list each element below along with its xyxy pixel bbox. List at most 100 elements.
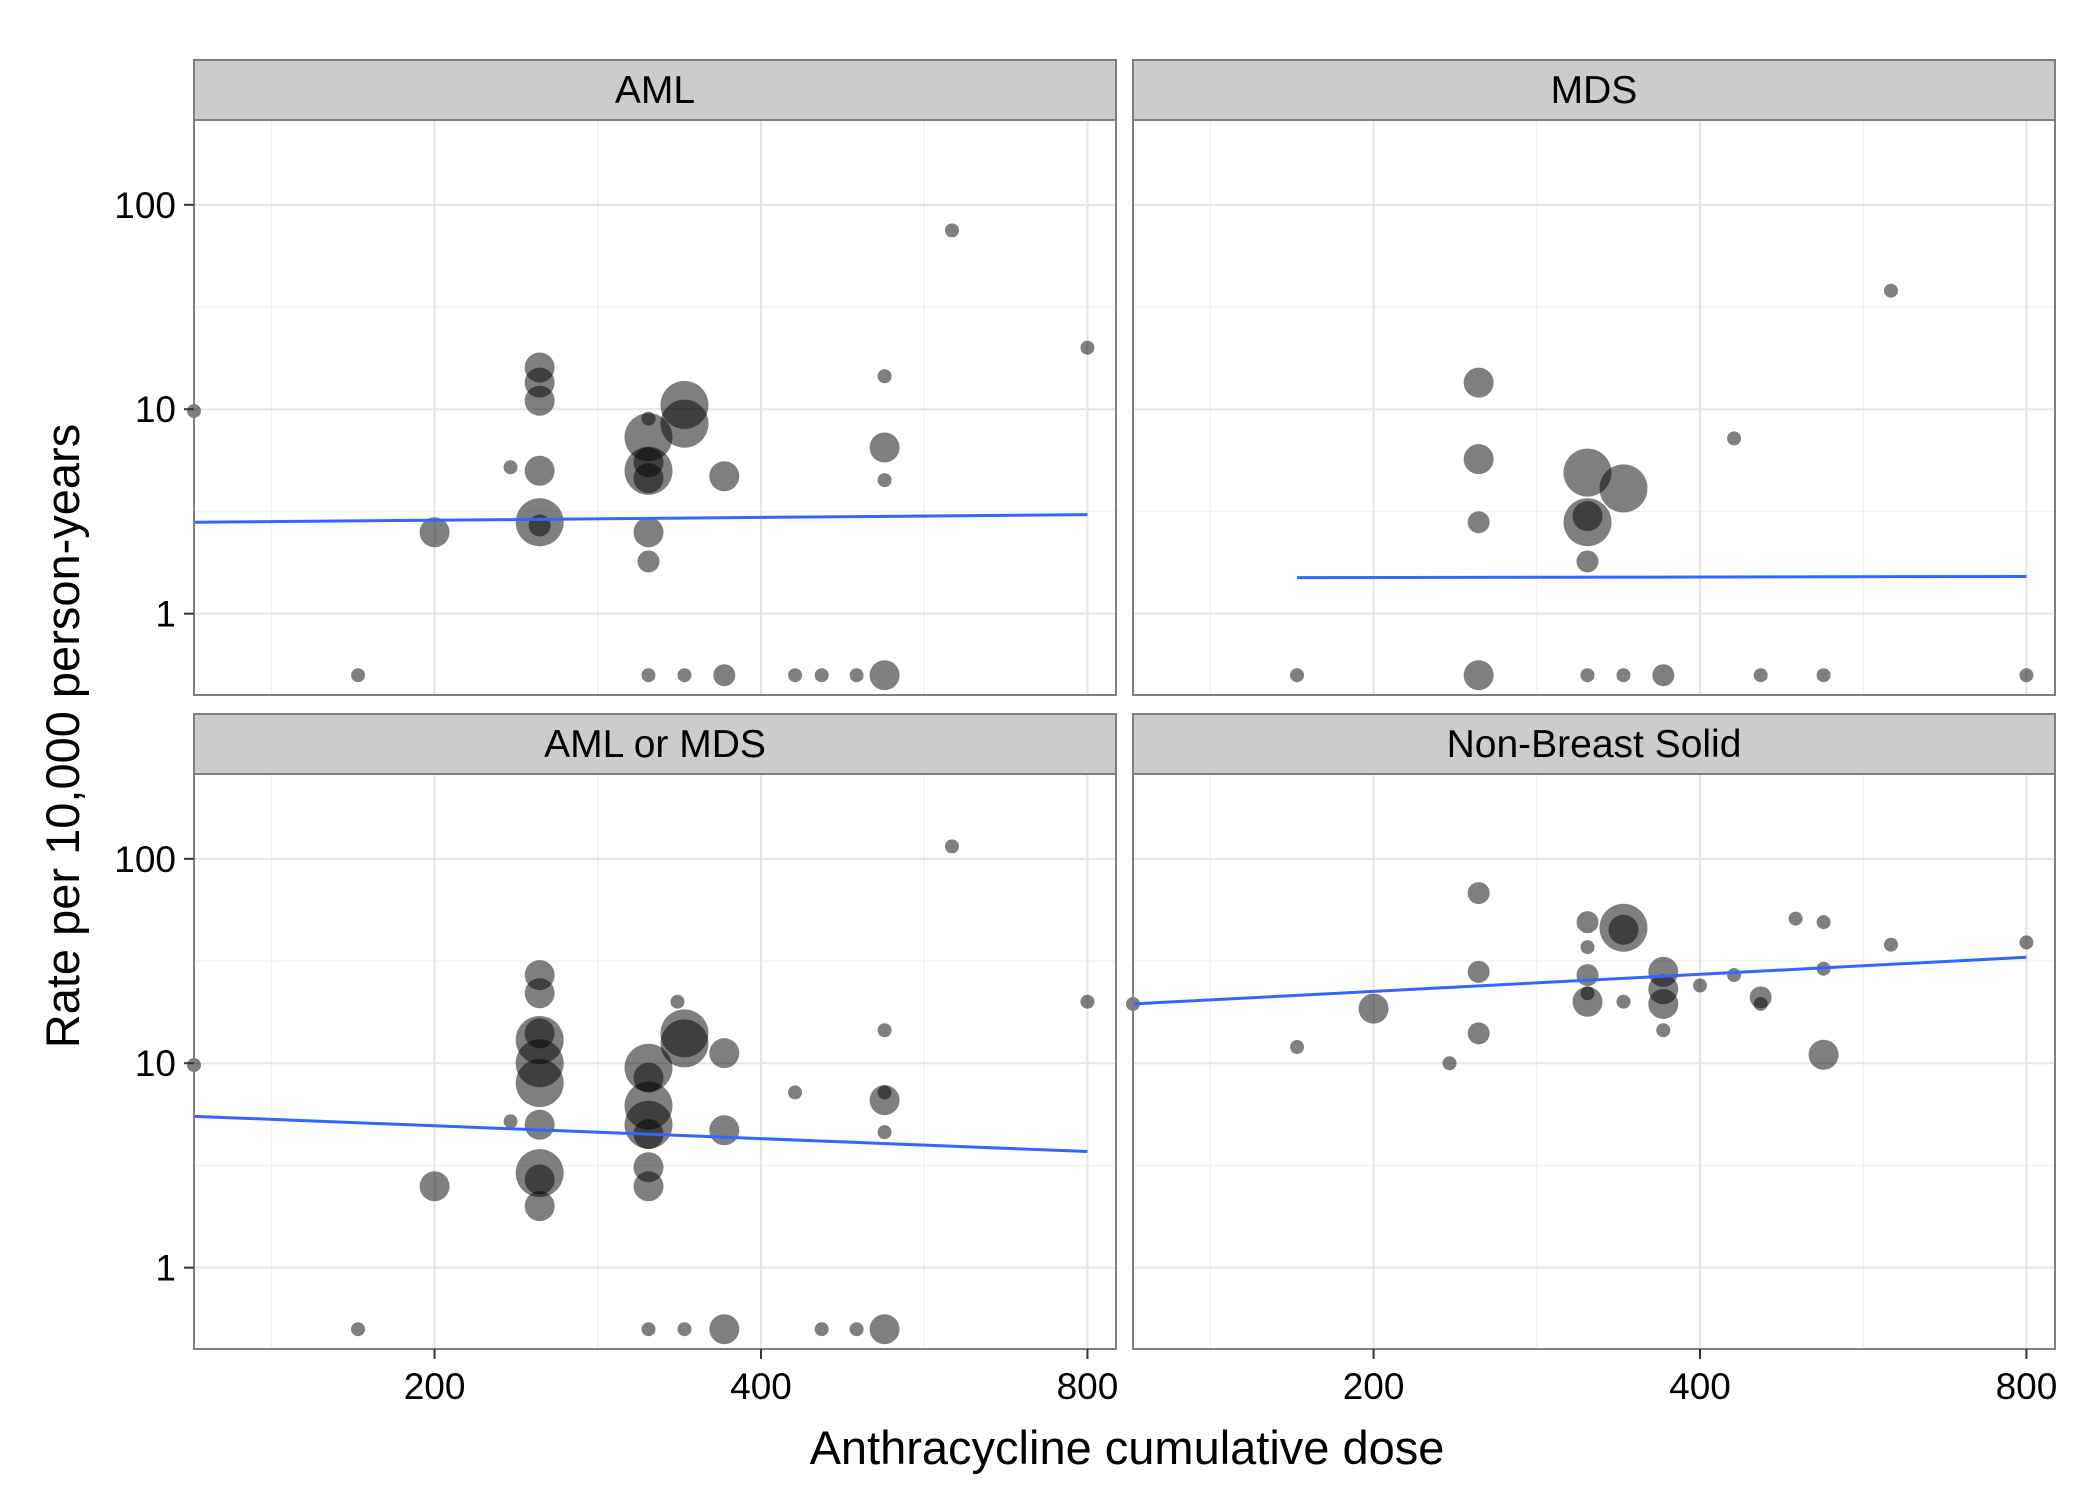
data-point bbox=[2019, 935, 2034, 950]
data-point bbox=[1290, 668, 1305, 683]
panel-title: Non-Breast Solid bbox=[1447, 723, 1742, 766]
data-point bbox=[1463, 367, 1494, 398]
panel-background bbox=[1133, 774, 2055, 1349]
data-point bbox=[1693, 978, 1708, 993]
data-point bbox=[1463, 660, 1494, 691]
data-point bbox=[1467, 882, 1490, 905]
data-point bbox=[1080, 340, 1095, 355]
data-point bbox=[788, 1085, 803, 1100]
data-point bbox=[524, 1109, 555, 1140]
data-point bbox=[944, 223, 959, 238]
data-point bbox=[351, 1322, 366, 1337]
data-point bbox=[1463, 444, 1494, 475]
data-point bbox=[877, 1023, 892, 1038]
data-point bbox=[869, 432, 900, 463]
data-point bbox=[1883, 937, 1898, 952]
data-point bbox=[814, 1322, 829, 1337]
strip-header bbox=[193, 59, 1117, 121]
data-point bbox=[869, 1085, 900, 1116]
strip-header bbox=[1132, 59, 2056, 121]
trend-line bbox=[1297, 574, 2027, 580]
data-point bbox=[849, 1322, 864, 1337]
data-point bbox=[1727, 431, 1742, 446]
data-point bbox=[1290, 1040, 1305, 1055]
data-point bbox=[709, 1314, 740, 1345]
data-point bbox=[713, 664, 736, 687]
data-point bbox=[633, 463, 664, 494]
y-tick-label: 10 bbox=[135, 389, 176, 430]
data-point bbox=[624, 413, 673, 462]
data-point bbox=[524, 455, 555, 486]
data-point bbox=[1080, 994, 1095, 1009]
y-tick-label: 10 bbox=[135, 1043, 176, 1084]
data-point bbox=[1753, 668, 1768, 683]
data-point bbox=[515, 1059, 564, 1108]
y-axis-title: Rate per 10,000 person-years bbox=[36, 424, 89, 1048]
x-tick-label: 400 bbox=[1669, 1366, 1731, 1407]
data-point bbox=[1883, 283, 1898, 298]
y-tick-label: 100 bbox=[114, 185, 176, 226]
data-point bbox=[419, 1171, 450, 1202]
data-point bbox=[1788, 911, 1803, 926]
data-point bbox=[351, 668, 366, 683]
panel-3: AML or MDS 1 10 100 200 400 800 bbox=[114, 713, 1119, 1407]
data-point bbox=[877, 369, 892, 384]
data-point bbox=[1753, 996, 1768, 1011]
data-point bbox=[709, 1115, 740, 1146]
panel-title: AML or MDS bbox=[544, 723, 766, 766]
data-point bbox=[1816, 915, 1831, 930]
data-point bbox=[1467, 511, 1490, 534]
strip-header bbox=[193, 713, 1117, 775]
data-point bbox=[709, 1038, 740, 1069]
data-point bbox=[637, 550, 660, 573]
trend-line bbox=[193, 1114, 1088, 1154]
strip-header bbox=[1132, 713, 2056, 775]
data-point bbox=[670, 994, 685, 1009]
data-point bbox=[869, 660, 900, 691]
y-tick-label: 1 bbox=[155, 1248, 176, 1289]
y-tick-label: 1 bbox=[155, 594, 176, 635]
data-point bbox=[1816, 668, 1831, 683]
data-point bbox=[1580, 668, 1595, 683]
data-point bbox=[1576, 550, 1599, 573]
data-point bbox=[419, 517, 450, 548]
data-point bbox=[1467, 1022, 1490, 1045]
panel-4: Non-Breast Solid 200 400 800 bbox=[1126, 713, 2058, 1407]
data-point bbox=[660, 1019, 709, 1068]
data-point bbox=[524, 978, 555, 1009]
trend-line bbox=[193, 513, 1088, 524]
data-point bbox=[944, 839, 959, 854]
panel-2: MDS bbox=[1132, 59, 2056, 696]
data-point bbox=[1563, 498, 1612, 547]
data-point bbox=[869, 1314, 900, 1345]
data-point bbox=[641, 668, 656, 683]
data-point bbox=[503, 1114, 518, 1129]
data-point bbox=[1648, 988, 1679, 1019]
data-point bbox=[1580, 940, 1595, 955]
data-point bbox=[503, 460, 518, 475]
data-point bbox=[849, 668, 864, 683]
data-point bbox=[677, 668, 692, 683]
data-point bbox=[877, 1125, 892, 1140]
data-point bbox=[524, 385, 555, 416]
data-point bbox=[524, 1164, 555, 1195]
data-point bbox=[1576, 911, 1599, 934]
data-point bbox=[1467, 960, 1490, 983]
x-tick-label: 800 bbox=[1996, 1366, 2058, 1407]
x-tick-label: 800 bbox=[1057, 1366, 1119, 1407]
data-point bbox=[1563, 448, 1612, 497]
data-point bbox=[709, 461, 740, 492]
panel-1: AML 1 10 100 bbox=[114, 59, 1117, 696]
data-point bbox=[633, 1171, 664, 1202]
data-point bbox=[660, 399, 709, 448]
x-tick-label: 200 bbox=[404, 1366, 466, 1407]
panel-title: AML bbox=[615, 69, 695, 112]
panel-title: MDS bbox=[1551, 69, 1638, 112]
data-point bbox=[524, 1191, 555, 1222]
data-point bbox=[1442, 1056, 1457, 1071]
data-point bbox=[1808, 1039, 1839, 1070]
data-point bbox=[633, 517, 664, 548]
data-point bbox=[877, 473, 892, 488]
panel-background bbox=[194, 120, 1116, 695]
